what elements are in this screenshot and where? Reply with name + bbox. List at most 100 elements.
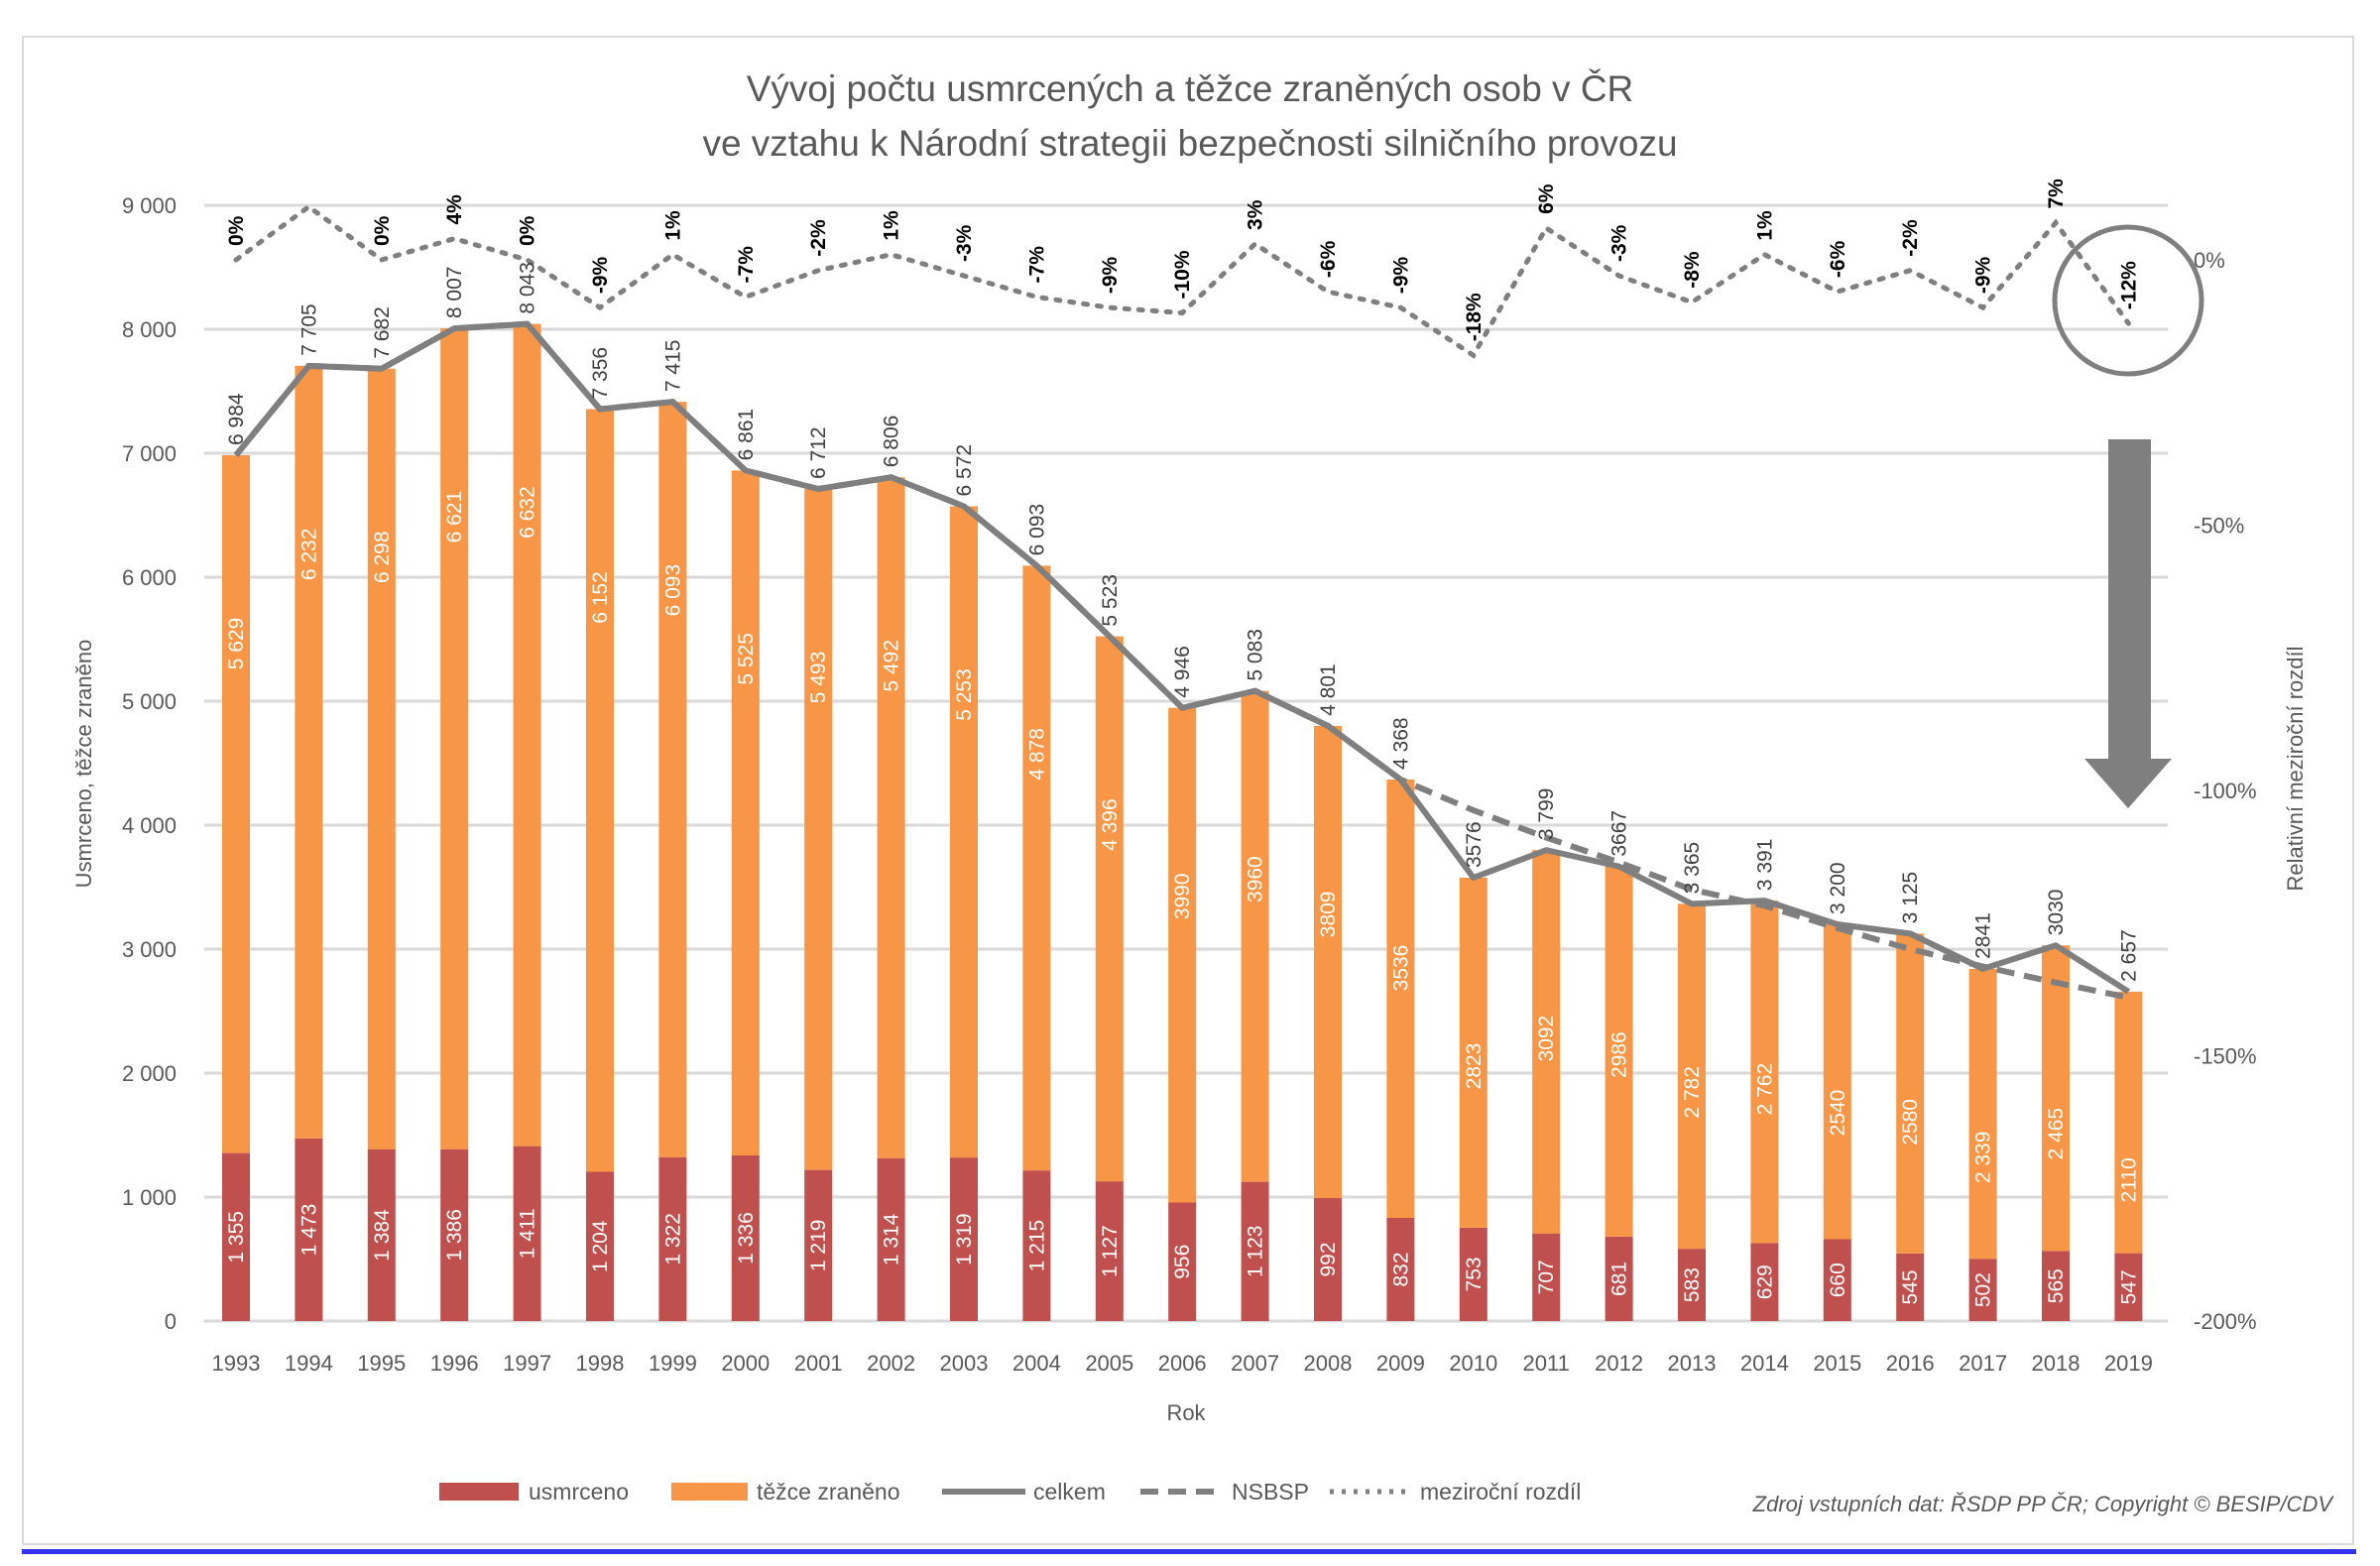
bar-tezce-zraneno: [1314, 725, 1342, 1198]
down-arrow-icon: [2084, 439, 2172, 808]
y-tick-label: 6 000: [122, 565, 177, 590]
x-tick-label: 2003: [940, 1351, 989, 1376]
label-mezirocni-rozdil: 6%: [1535, 183, 1558, 214]
label-mezirocni-rozdil: -6%: [1827, 240, 1849, 278]
x-tick-label: 2002: [867, 1351, 915, 1376]
label-celkem: 3576: [1463, 821, 1486, 868]
label-mezirocni-rozdil: -3%: [1608, 224, 1631, 262]
bar-tezce-zraneno: [586, 409, 614, 1172]
label-tezce-zraneno: 5 629: [225, 618, 248, 670]
x-tick-label: 2019: [2104, 1351, 2153, 1376]
y2-tick-label: -100%: [2194, 779, 2257, 803]
label-tezce-zraneno: 6 621: [443, 491, 466, 543]
bar-tezce-zraneno: [1968, 968, 1997, 1260]
x-tick-label: 2008: [1304, 1351, 1353, 1376]
label-mezirocni-rozdil: -18%: [1463, 293, 1486, 341]
legend-swatch-usmrceno: [439, 1483, 519, 1501]
label-usmrceno: 1 322: [661, 1213, 684, 1265]
label-mezirocni-rozdil: 1%: [1753, 210, 1776, 241]
label-usmrceno: 1 386: [443, 1209, 466, 1262]
label-usmrceno: 1 204: [589, 1220, 612, 1272]
label-usmrceno: 565: [2045, 1268, 2068, 1303]
label-mezirocni-rozdil: 0%: [517, 215, 539, 246]
label-mezirocni-rozdil: -9%: [1389, 256, 1412, 294]
x-tick-label: 1997: [503, 1351, 551, 1376]
label-tezce-zraneno: 3536: [1389, 945, 1412, 992]
y-tick-label: 0: [165, 1309, 177, 1334]
label-celkem: 7 415: [661, 340, 684, 393]
bar-tezce-zraneno: [1459, 878, 1488, 1228]
line-celkem: [233, 320, 2131, 995]
label-celkem: 6 806: [881, 416, 903, 468]
x-tick-label: 1995: [357, 1351, 406, 1376]
bar-usmrceno: [1095, 1181, 1124, 1321]
label-mezirocni-rozdil: 4%: [443, 194, 466, 225]
bar-usmrceno: [440, 1148, 469, 1321]
line-mezirocni-rozdil: [233, 203, 2131, 359]
label-mezirocni-rozdil: -2%: [1899, 219, 1922, 257]
x-tick-label: 1998: [576, 1351, 625, 1376]
label-mezirocni-rozdil: 3%: [1245, 199, 1267, 230]
legend-label-mezirocni-rozdil: meziroční rozdíl: [1420, 1479, 1581, 1505]
label-tezce-zraneno: 2 762: [1753, 1063, 1776, 1116]
label-tezce-zraneno: 6 152: [589, 571, 612, 624]
bar-tezce-zraneno: [804, 489, 833, 1170]
legend-label-tezce-zraneno: těžce zraněno: [757, 1479, 899, 1505]
label-tezce-zraneno: 5 525: [735, 633, 758, 685]
bar-tezce-zraneno: [222, 455, 250, 1153]
bar-tezce-zraneno: [1241, 690, 1269, 1182]
x-tick-label: 2014: [1740, 1351, 1789, 1376]
legend: usmrceno těžce zraněno celkem NSBSP mezi…: [439, 1479, 1581, 1505]
label-mezirocni-rozdil: -6%: [1317, 240, 1340, 278]
label-usmrceno: 547: [2117, 1269, 2140, 1304]
y-tick-label: 8 000: [122, 317, 177, 342]
bar-usmrceno: [367, 1149, 396, 1321]
label-usmrceno: 1 384: [371, 1209, 394, 1262]
x-tick-label: 2005: [1085, 1351, 1133, 1376]
label-usmrceno: 1 123: [1245, 1226, 1267, 1278]
x-tick-label: 2011: [1523, 1351, 1570, 1376]
label-tezce-zraneno: 4 878: [1025, 728, 1048, 781]
lines: [233, 203, 2131, 1001]
label-celkem: 3 365: [1681, 842, 1704, 895]
label-tezce-zraneno: 6 093: [661, 564, 684, 617]
label-usmrceno: 832: [1389, 1252, 1412, 1286]
y2-tick-label: 0%: [2194, 248, 2225, 273]
label-usmrceno: 1 319: [953, 1213, 976, 1265]
bars: [222, 323, 2143, 1321]
label-tezce-zraneno: 5 253: [953, 668, 976, 721]
x-tick-label: 2000: [721, 1351, 770, 1376]
bar-usmrceno: [2114, 1253, 2143, 1321]
label-celkem: 8 007: [443, 267, 466, 319]
label-tezce-zraneno: 2 782: [1681, 1066, 1704, 1119]
bar-tezce-zraneno: [877, 477, 905, 1158]
bar-tezce-zraneno: [295, 365, 323, 1139]
bottom-divider: [22, 1549, 2356, 1554]
label-usmrceno: 1 215: [1025, 1220, 1048, 1272]
legend-swatch-tezce-zraneno: [671, 1483, 748, 1501]
bar-tezce-zraneno: [1532, 850, 1561, 1234]
label-celkem: 3 799: [1535, 788, 1558, 841]
bar-tezce-zraneno: [1605, 866, 1633, 1237]
y-tick-label: 5 000: [122, 689, 177, 714]
x-tick-label: 2018: [2032, 1351, 2081, 1376]
label-usmrceno: 992: [1317, 1242, 1340, 1276]
legend-label-nsbsp: NSBSP: [1232, 1479, 1309, 1505]
bar-usmrceno: [1750, 1243, 1779, 1321]
label-mezirocni-rozdil: -9%: [589, 256, 612, 294]
label-tezce-zraneno: 2823: [1463, 1043, 1486, 1090]
bar-usmrceno: [877, 1157, 905, 1321]
bar-usmrceno: [1241, 1181, 1269, 1321]
label-celkem: 3667: [1608, 810, 1631, 857]
label-mezirocni-rozdil: -9%: [1972, 256, 1995, 294]
label-usmrceno: 629: [1753, 1265, 1776, 1299]
label-usmrceno: 502: [1972, 1272, 1995, 1307]
label-tezce-zraneno: 6 298: [371, 531, 394, 583]
label-mezirocni-rozdil: -7%: [1025, 246, 1048, 284]
legend-label-usmrceno: usmrceno: [529, 1479, 629, 1505]
y-tick-label: 4 000: [122, 813, 177, 838]
label-usmrceno: 1 314: [881, 1213, 903, 1265]
label-usmrceno: 707: [1535, 1260, 1558, 1294]
bar-tezce-zraneno: [2114, 991, 2143, 1254]
x-axis-title: Rok: [1166, 1400, 1206, 1425]
